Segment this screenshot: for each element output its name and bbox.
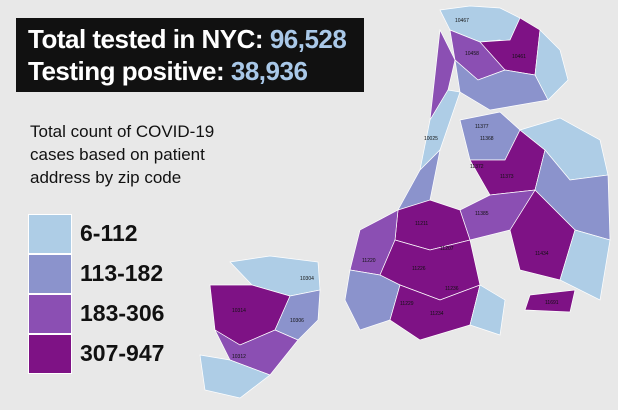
zip-label: 11368 <box>480 136 494 142</box>
zip-area <box>419 89 461 172</box>
zip-area <box>469 284 506 336</box>
zip-label: 10306 <box>290 318 304 324</box>
subtitle: Total count of COVID-19 cases based on p… <box>30 120 214 189</box>
zip-label: 11220 <box>362 258 376 264</box>
zip-label: 11211 <box>415 221 428 227</box>
subtitle-line: Total count of COVID-19 <box>30 122 215 141</box>
header-label: Testing positive: <box>28 56 225 86</box>
header-label: Total tested in NYC: <box>28 24 264 54</box>
zip-label: 10458 <box>465 51 479 57</box>
zip-area <box>524 289 576 313</box>
zip-label: 11377 <box>475 124 489 130</box>
zip-label: 10461 <box>512 54 526 60</box>
header-line: Testing positive: 38,936 <box>28 56 308 87</box>
subtitle-line: address by zip code <box>30 168 182 187</box>
zip-label: 11691 <box>545 300 559 306</box>
zip-label: 11226 <box>412 266 426 272</box>
zip-label: 10304 <box>300 276 314 282</box>
legend-label: 183-306 <box>80 300 165 326</box>
legend-swatch <box>28 334 72 374</box>
zip-label: 11434 <box>535 251 549 257</box>
zip-label: 11234 <box>430 311 444 317</box>
zip-label: 10312 <box>232 354 246 360</box>
legend-swatch <box>28 294 72 334</box>
header-value: 38,936 <box>230 56 308 86</box>
zip-area <box>199 354 271 399</box>
zip-label: 11373 <box>500 174 514 180</box>
zip-area <box>454 59 549 111</box>
legend-swatch <box>28 214 72 254</box>
zip-label: 11236 <box>445 286 459 292</box>
header-value: 96,528 <box>269 24 347 54</box>
legend-swatch <box>28 254 72 294</box>
zip-label: 10314 <box>232 308 246 314</box>
legend-label: 307-947 <box>80 340 165 366</box>
zip-label: 11372 <box>470 164 484 170</box>
subtitle-line: cases based on patient <box>30 145 205 164</box>
legend-label: 113-182 <box>80 260 164 286</box>
zip-label: 11229 <box>400 301 414 307</box>
zip-label: 10467 <box>455 18 469 24</box>
zip-label: 11385 <box>475 211 489 217</box>
header-box: Total tested in NYC: 96,528 Testing posi… <box>16 18 364 92</box>
header-line: Total tested in NYC: 96,528 <box>28 24 347 55</box>
zip-area <box>274 289 321 341</box>
zip-label: 11207 <box>440 246 454 252</box>
legend-label: 6-112 <box>80 220 138 246</box>
zip-area <box>559 229 611 301</box>
zip-area <box>459 189 536 241</box>
zip-label: 10025 <box>424 136 438 142</box>
